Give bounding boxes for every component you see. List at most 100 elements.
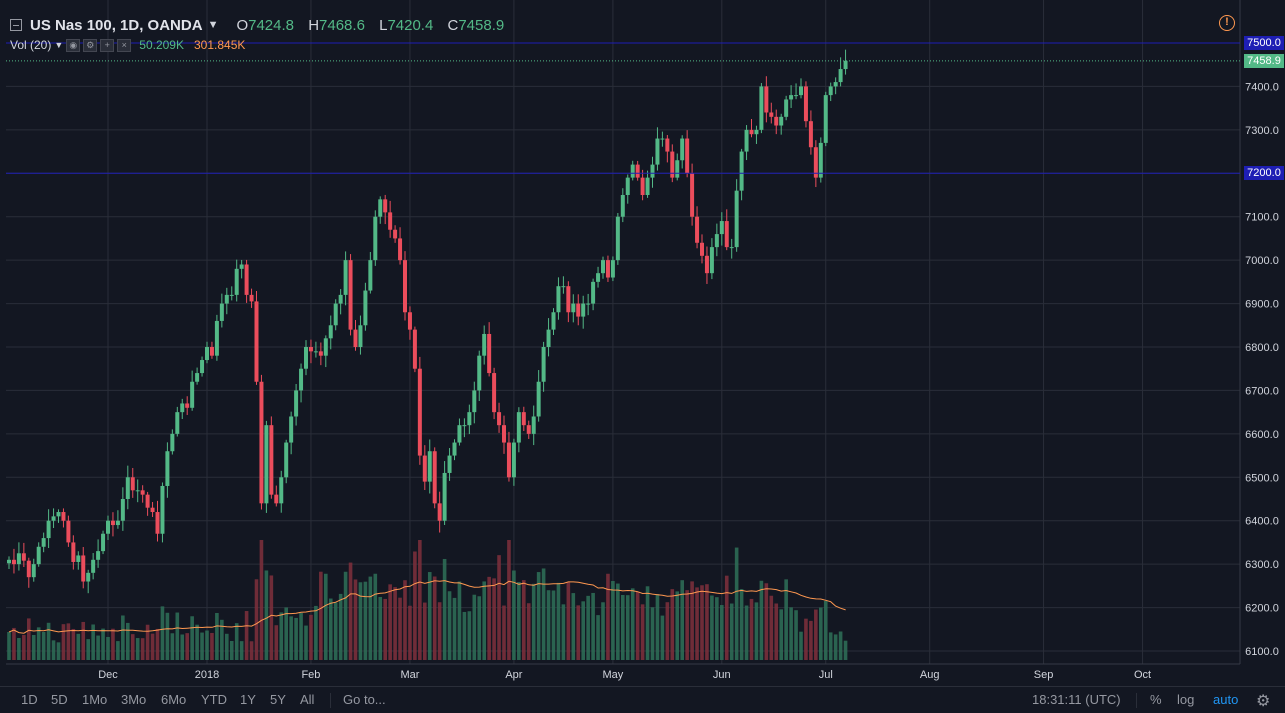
candle-body — [106, 520, 110, 534]
plus-icon[interactable]: + — [100, 38, 115, 52]
candle-body — [695, 216, 700, 243]
candle-body — [269, 425, 274, 495]
hline-upper-price-label[interactable]: 7500.0 — [1244, 36, 1284, 50]
candle-body — [823, 95, 828, 143]
candle-body — [744, 129, 749, 152]
timeframe-5y[interactable]: 5Y — [270, 692, 286, 707]
candle-body — [333, 303, 338, 326]
candle-body — [739, 151, 744, 191]
chevron-down-icon[interactable]: ▼ — [207, 19, 219, 31]
alert-icon[interactable]: ! — [1219, 15, 1235, 31]
goto-button[interactable]: Go to... — [343, 692, 386, 707]
candle-body — [140, 490, 145, 495]
candle-body — [690, 173, 695, 217]
volume-bar — [324, 573, 328, 660]
volume-bar — [828, 632, 833, 660]
timeframe-5d[interactable]: 5D — [51, 692, 68, 707]
candle-body — [393, 229, 398, 239]
chevron-down-icon[interactable]: ▼ — [54, 40, 64, 50]
candle-body — [442, 472, 447, 521]
timeframe-6mo[interactable]: 6Mo — [161, 692, 187, 707]
candle-body — [417, 368, 422, 456]
gear-icon[interactable]: ⚙ — [83, 38, 98, 52]
candle-body — [368, 260, 373, 291]
volume-bar — [264, 570, 269, 660]
x-tick-label: May — [603, 669, 624, 681]
volume-bar — [244, 611, 249, 660]
volume-bar — [289, 616, 293, 660]
candle-body — [155, 512, 160, 534]
candle-body — [7, 559, 11, 564]
volume-bar — [759, 580, 764, 660]
eye-icon[interactable]: ◉ — [66, 38, 81, 52]
volume-bar — [269, 575, 274, 660]
volume-bar — [576, 605, 581, 660]
candle-body — [373, 216, 378, 261]
candle-body — [239, 264, 244, 269]
timeframe-3mo[interactable]: 3Mo — [121, 692, 147, 707]
timeframe-1mo[interactable]: 1Mo — [82, 692, 108, 707]
volume-bar — [180, 634, 185, 660]
volume-ma-line — [8, 580, 846, 634]
volume-bar — [655, 594, 660, 660]
y-tick-label: 6500.0 — [1245, 472, 1279, 484]
volume-bar — [710, 595, 714, 660]
symbol-title[interactable]: US Nas 100, 1D, OANDA — [30, 16, 203, 34]
candle-body — [492, 373, 497, 413]
candle-body — [299, 368, 304, 391]
close-icon[interactable]: × — [117, 38, 132, 52]
timeframe-ytd[interactable]: YTD — [201, 692, 227, 707]
timeframe-1y[interactable]: 1Y — [240, 692, 256, 707]
volume-bar — [160, 606, 165, 660]
volume-bar — [71, 628, 76, 660]
candle-body — [645, 177, 650, 195]
x-tick-label: Apr — [505, 669, 522, 681]
timeframe-1d[interactable]: 1D — [21, 692, 38, 707]
auto-scale-toggle[interactable]: auto — [1213, 692, 1239, 707]
candle-body — [586, 303, 591, 305]
candle-body — [482, 333, 487, 356]
volume-bar — [492, 578, 496, 660]
candle-body — [541, 347, 546, 382]
percent-scale-toggle[interactable]: % — [1150, 692, 1162, 707]
chart-canvas[interactable]: 6100.0 6200.0 6300.0 6400.0 6500.0 6600.0 6700… — [0, 0, 1285, 686]
volume-bar — [155, 628, 160, 660]
candle-body — [799, 86, 803, 96]
volume-indicator-label[interactable]: Vol (20) — [10, 38, 52, 52]
volume-bar — [279, 612, 284, 660]
log-scale-toggle[interactable]: log — [1177, 692, 1195, 707]
candle-body — [754, 129, 759, 135]
candle-body — [665, 138, 670, 152]
volume-bar — [799, 631, 803, 660]
candle-body — [209, 347, 214, 356]
volume-bar — [165, 612, 170, 660]
candle-body — [383, 199, 388, 213]
volume-bar — [452, 597, 457, 660]
volume-bar — [432, 576, 437, 660]
candle-body — [724, 221, 729, 248]
candle-body — [101, 533, 106, 552]
candle-body — [343, 260, 348, 295]
settings-icon[interactable]: ⚙ — [1256, 693, 1271, 710]
volume-bar — [581, 601, 585, 660]
candle-body — [81, 555, 86, 582]
candle-body — [51, 516, 56, 521]
candle-body — [46, 520, 51, 539]
candle-body — [195, 373, 200, 382]
volume-bar — [695, 587, 699, 660]
hline-lower-price-label[interactable]: 7200.0 — [1244, 166, 1284, 181]
ohlc-low-value: 7420.4 — [387, 16, 434, 34]
candle-body — [422, 455, 427, 482]
candle-body — [487, 333, 492, 374]
candle-body — [254, 301, 259, 382]
candle-body — [348, 260, 353, 330]
volume-bar — [809, 620, 813, 660]
timeframe-all[interactable]: All — [300, 692, 315, 707]
candle-body — [521, 412, 526, 426]
clock-display[interactable]: 18:31:11 (UTC) — [1032, 692, 1121, 707]
volume-bar — [616, 583, 620, 660]
x-tick-label: Dec — [98, 669, 118, 681]
collapse-legend-icon[interactable] — [10, 19, 22, 31]
candle-body — [556, 286, 561, 313]
volume-bar — [522, 580, 526, 660]
